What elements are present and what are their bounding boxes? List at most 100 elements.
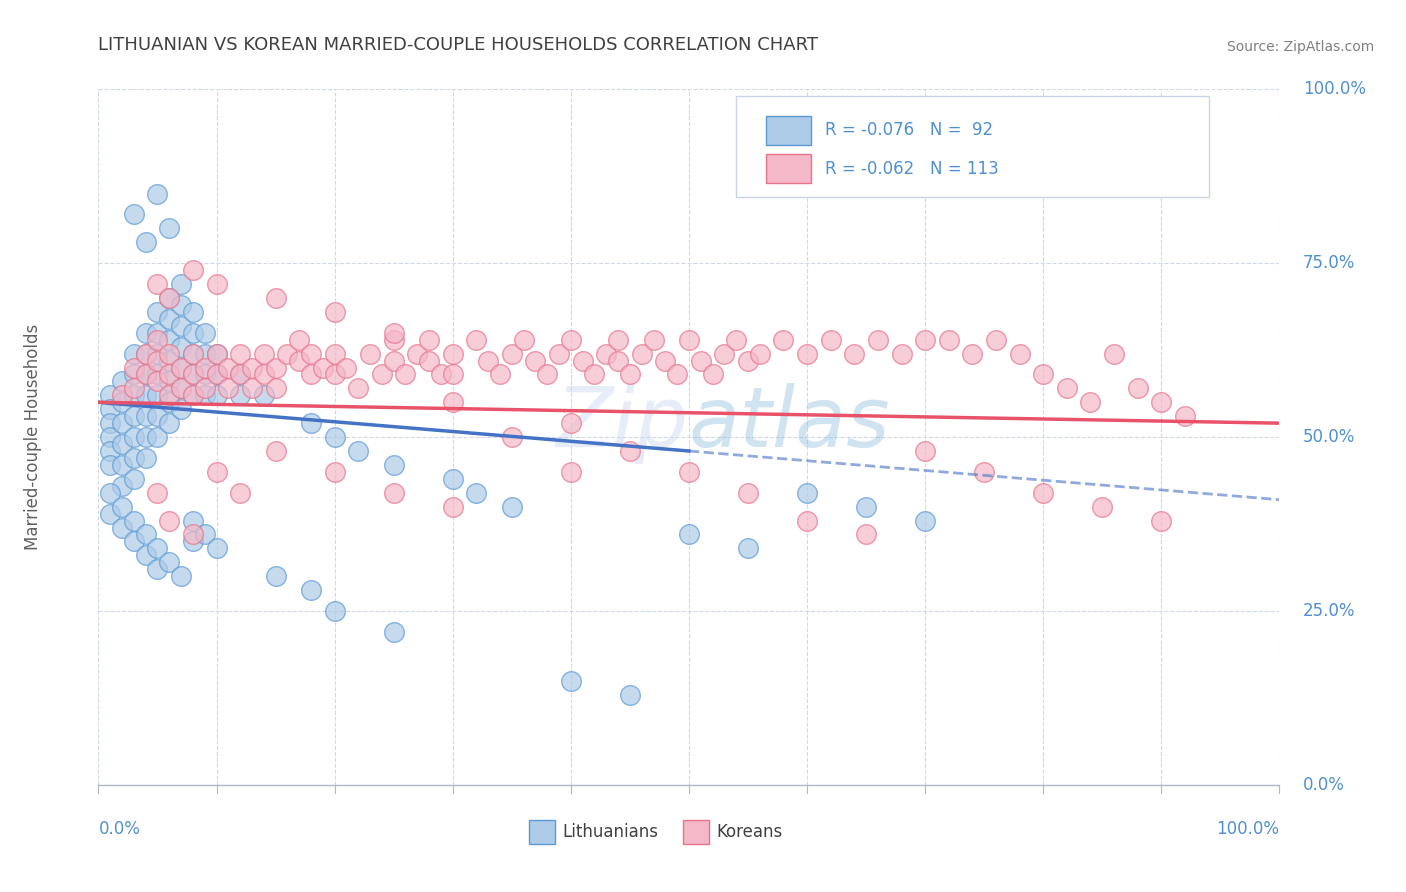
Point (135, 527, 157, 541)
Point (1056, 381, 1078, 395)
Point (181, 534, 204, 549)
Point (157, 395, 180, 409)
Text: 75.0%: 75.0% (1303, 254, 1355, 272)
Point (619, 688, 641, 702)
Point (477, 353, 499, 368)
Point (170, 340, 193, 354)
Point (122, 207, 145, 221)
Point (98, 485, 121, 500)
Point (299, 368, 322, 382)
Point (122, 472, 145, 486)
Point (1032, 368, 1054, 382)
Point (914, 333, 936, 347)
Bar (766, 116, 811, 145)
Point (323, 368, 346, 382)
Point (713, 346, 735, 360)
Point (170, 360, 193, 375)
Point (229, 368, 252, 382)
Text: Lithuanians: Lithuanians (562, 822, 658, 840)
Point (170, 360, 193, 375)
Point (607, 333, 630, 347)
Point (465, 485, 488, 500)
Point (157, 346, 180, 360)
Point (1150, 395, 1173, 409)
Point (135, 430, 157, 444)
Point (146, 305, 169, 319)
Point (441, 346, 464, 360)
Point (98, 507, 121, 521)
Point (382, 485, 405, 500)
Point (962, 346, 984, 360)
Text: Zip: Zip (555, 383, 689, 464)
Text: Koreans: Koreans (716, 822, 782, 840)
Point (844, 346, 866, 360)
Text: 25.0%: 25.0% (1303, 602, 1355, 620)
Point (146, 326, 169, 340)
Point (1032, 485, 1054, 500)
Point (264, 381, 287, 395)
Point (382, 458, 405, 472)
Point (135, 235, 157, 250)
Point (135, 549, 157, 563)
Point (465, 333, 488, 347)
Point (914, 514, 936, 528)
Point (157, 555, 180, 569)
Point (737, 541, 759, 556)
Point (229, 368, 252, 382)
Point (170, 381, 193, 395)
Point (441, 395, 464, 409)
Point (323, 430, 346, 444)
Point (157, 311, 180, 326)
Point (181, 326, 204, 340)
Point (335, 360, 357, 375)
Point (299, 583, 322, 598)
Point (264, 569, 287, 583)
Point (984, 333, 1007, 347)
Point (595, 346, 617, 360)
Point (678, 333, 700, 347)
Point (796, 514, 818, 528)
Point (205, 368, 228, 382)
Point (229, 346, 252, 360)
Point (253, 388, 276, 402)
Point (1102, 346, 1125, 360)
Bar (766, 154, 811, 183)
Point (157, 514, 180, 528)
Point (1091, 500, 1114, 514)
Point (157, 375, 180, 389)
Point (796, 485, 818, 500)
Point (181, 305, 204, 319)
Point (973, 465, 995, 479)
Point (122, 450, 145, 465)
Point (1126, 381, 1149, 395)
Point (205, 368, 228, 382)
Bar (530, 820, 555, 844)
Point (170, 402, 193, 417)
Point (181, 514, 204, 528)
Point (111, 388, 134, 402)
Point (111, 458, 134, 472)
Point (1150, 514, 1173, 528)
Point (418, 333, 440, 347)
Text: 0.0%: 0.0% (98, 820, 141, 838)
Point (146, 333, 169, 347)
Point (501, 500, 523, 514)
Point (441, 368, 464, 382)
Point (135, 409, 157, 424)
Point (111, 520, 134, 534)
Point (323, 604, 346, 618)
Point (157, 388, 180, 402)
Point (560, 333, 582, 347)
Point (122, 534, 145, 549)
Point (560, 673, 582, 688)
Point (146, 277, 169, 291)
Point (135, 388, 157, 402)
Point (571, 353, 593, 368)
Point (619, 444, 641, 458)
Point (98, 416, 121, 430)
Point (181, 368, 204, 382)
Point (607, 353, 630, 368)
Point (205, 277, 228, 291)
Point (122, 388, 145, 402)
Text: Married-couple Households: Married-couple Households (24, 324, 42, 550)
